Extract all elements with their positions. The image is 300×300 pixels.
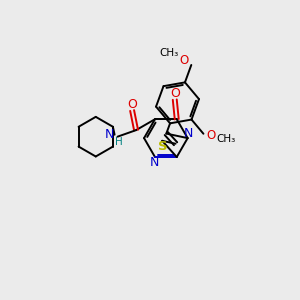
Text: O: O — [206, 129, 216, 142]
Text: CH₃: CH₃ — [159, 48, 178, 58]
Text: O: O — [170, 87, 180, 100]
Text: N: N — [184, 127, 193, 140]
Text: H: H — [115, 136, 122, 147]
Text: O: O — [179, 53, 188, 67]
Text: N: N — [105, 128, 115, 141]
Text: CH₃: CH₃ — [216, 134, 236, 144]
Text: N: N — [149, 156, 159, 170]
Text: O: O — [127, 98, 137, 111]
Text: S: S — [158, 140, 168, 153]
